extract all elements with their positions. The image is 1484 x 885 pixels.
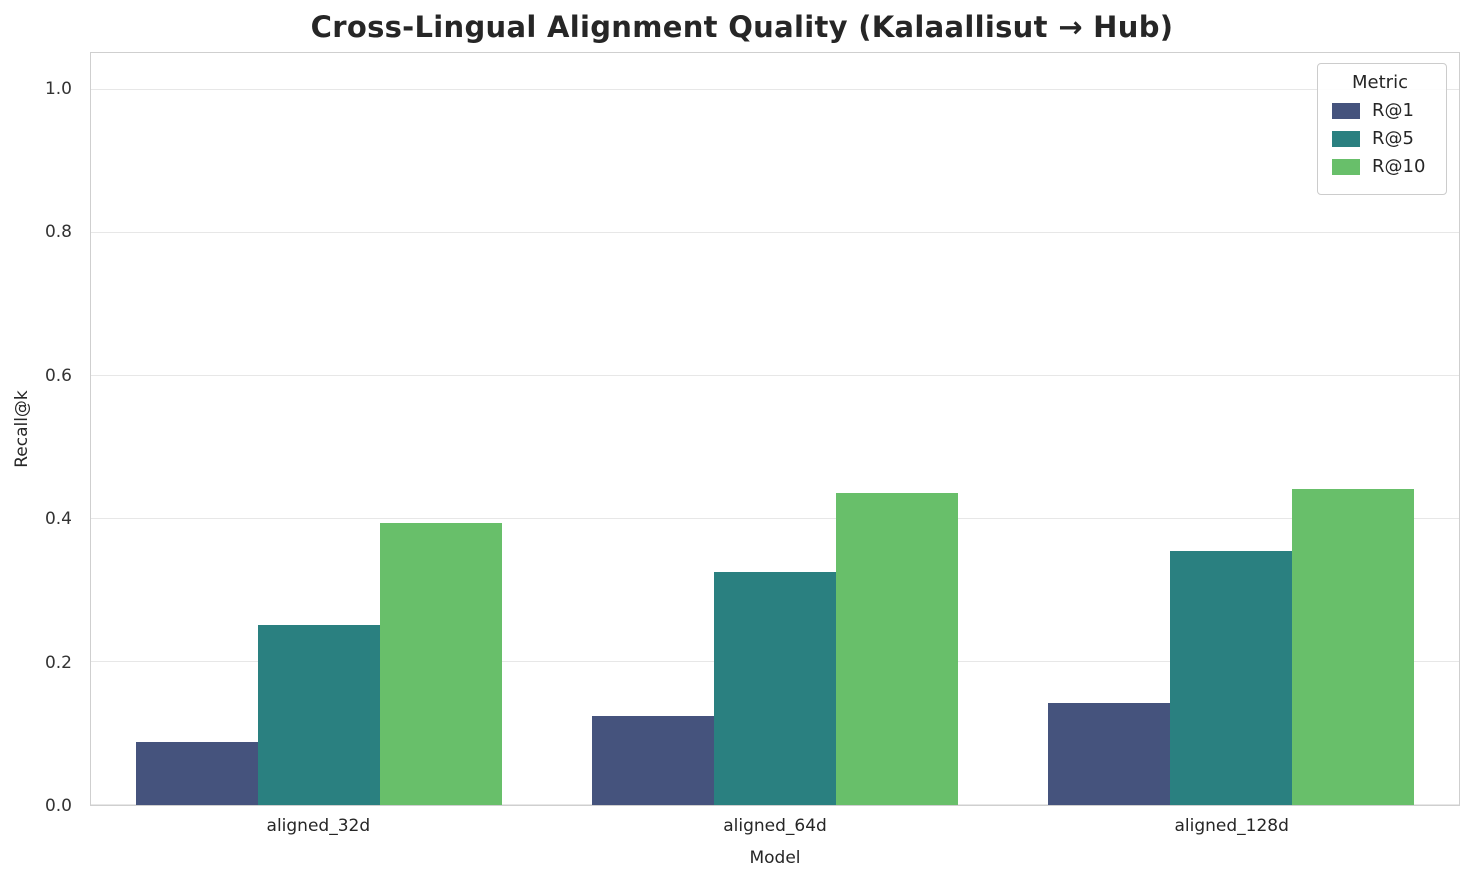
bar-aligned_32d-R@10 (380, 522, 503, 805)
legend-label: R@10 (1372, 156, 1426, 177)
bar-aligned_64d-R@10 (836, 493, 959, 805)
legend-entries: R@1 R@5 R@10 (1332, 100, 1428, 177)
gridline (91, 88, 1459, 90)
legend-entry-R@1: R@1 (1332, 100, 1428, 121)
y-tick-label: 1.0 (44, 79, 72, 99)
bar-aligned_128d-R@1 (1047, 702, 1170, 805)
bar-aligned_64d-R@5 (713, 571, 837, 805)
x-axis-ticks: aligned_32d aligned_64d aligned_128d (90, 816, 1460, 836)
x-tick-label: aligned_128d (1174, 816, 1289, 836)
x-tick-label: aligned_64d (723, 816, 827, 836)
bar-group-aligned_32d (91, 53, 547, 805)
bar-aligned_32d-R@1 (135, 742, 258, 805)
legend-entry-R@10: R@10 (1332, 156, 1428, 177)
x-axis-label: Model (749, 848, 801, 868)
bar-aligned_128d-R@5 (1169, 551, 1293, 805)
y-tick-label: 0.6 (44, 365, 72, 386)
chart-title: Cross-Lingual Alignment Quality (Kalaall… (310, 10, 1174, 44)
y-tick-label: 0.0 (44, 796, 72, 816)
bar-group-aligned_128d (1003, 53, 1459, 805)
y-tick-label: 0.8 (44, 222, 72, 243)
legend-label: R@5 (1372, 128, 1414, 149)
legend-label: R@1 (1372, 100, 1414, 121)
bar-aligned_128d-R@10 (1292, 488, 1415, 805)
gridline (91, 374, 1459, 376)
y-tick-label: 0.2 (44, 652, 72, 673)
bar-group-aligned_64d (547, 53, 1003, 805)
gridline (91, 231, 1459, 233)
legend-title: Metric (1352, 72, 1408, 93)
x-tick-label: aligned_32d (266, 816, 371, 836)
y-tick-label: 0.4 (44, 509, 72, 530)
bar-aligned_64d-R@1 (591, 716, 714, 805)
bar-aligned_32d-R@5 (257, 624, 381, 805)
legend-swatch (1332, 102, 1360, 119)
y-axis-ticks: 0.0 0.2 0.4 0.6 0.8 1.0 (0, 52, 82, 816)
bar-groups (91, 53, 1459, 805)
gridline (91, 517, 1459, 519)
plot-area: Metric R@1 R@5 R@10 (90, 52, 1460, 806)
legend-entry-R@5: R@5 (1332, 128, 1428, 149)
legend-swatch (1332, 130, 1360, 147)
legend-swatch (1332, 158, 1360, 175)
legend: Metric R@1 R@5 R@10 (1317, 63, 1447, 195)
